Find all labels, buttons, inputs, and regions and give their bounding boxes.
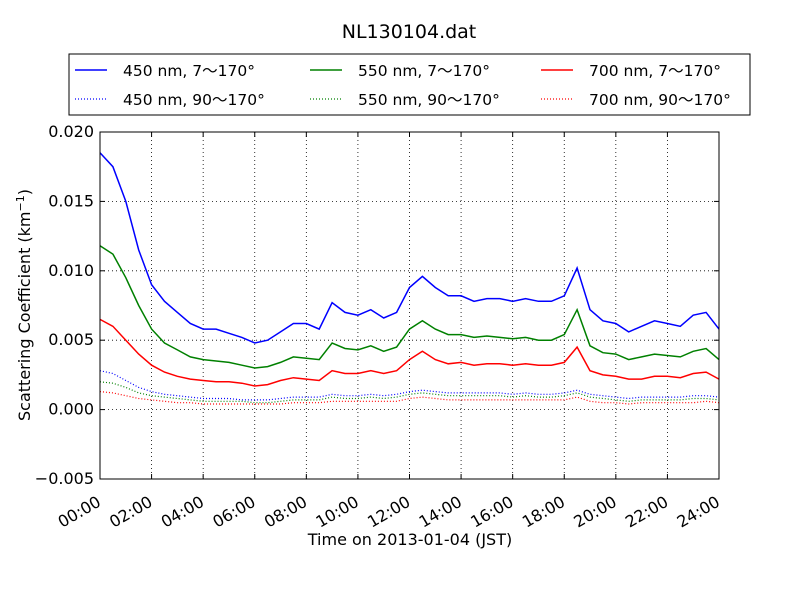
series-line-1: [99, 370, 720, 401]
series-line-0: [99, 152, 720, 344]
chart-title: NL130104.dat: [342, 21, 477, 43]
legend-label-3: 550 nm, 90～170°: [358, 91, 500, 109]
legend-label-0: 450 nm, 7～170°: [123, 62, 255, 80]
y-tick-label: 0.020: [48, 122, 94, 141]
legend-label-5: 700 nm, 90～170°: [589, 91, 731, 109]
legend-label-4: 700 nm, 7～170°: [589, 62, 721, 80]
y-tick-label: −0.005: [35, 469, 94, 488]
series-group: [99, 152, 720, 405]
y-tick-label: 0.005: [48, 330, 94, 349]
y-axis-label-close: ): [15, 189, 34, 195]
x-axis-label: Time on 2013-01-04 (JST): [307, 530, 512, 549]
y-axis-label-sup: −1: [14, 195, 27, 211]
series-line-3: [99, 381, 720, 404]
legend: 450 nm, 7～170° 450 nm, 90～170° 550 nm, 7～1…: [75, 62, 731, 109]
series-line-4: [99, 318, 720, 387]
y-tick-label: 0.000: [48, 400, 94, 419]
legend-label-1: 450 nm, 90～170°: [123, 91, 265, 109]
y-tick-label: 0.010: [48, 261, 94, 280]
y-axis-label-main: Scattering Coefficient (km: [15, 211, 34, 421]
y-tick-label: 0.015: [48, 191, 94, 210]
legend-box: [68, 53, 751, 116]
series-line-2: [99, 245, 720, 369]
legend-label-2: 550 nm, 7～170°: [358, 62, 490, 80]
y-axis-label: Scattering Coefficient (km−1): [14, 189, 34, 421]
